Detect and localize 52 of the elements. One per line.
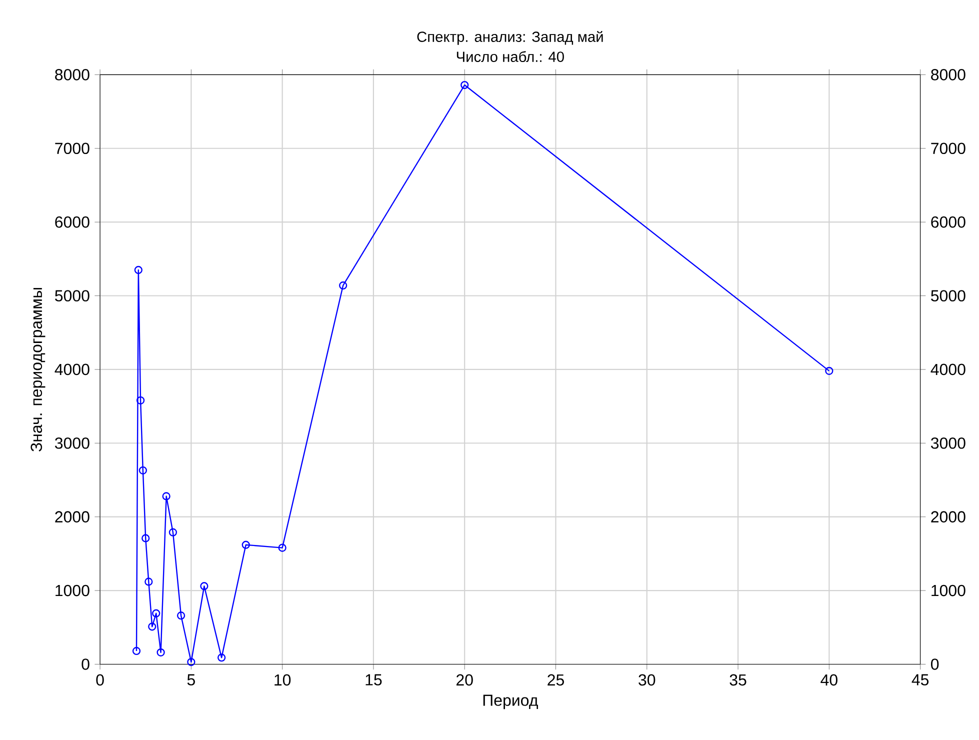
point: [162, 492, 170, 500]
y-tick-label: 5000: [55, 290, 90, 302]
point: [217, 653, 226, 662]
point: [278, 544, 286, 552]
y2-tick-label: 0: [931, 658, 939, 670]
y2-tick-label: 6000: [931, 216, 966, 228]
chart-title: Спектр. анализ: Запад май: [417, 30, 603, 45]
point: [187, 658, 196, 666]
y-tick-label: 3000: [54, 437, 90, 449]
point: [152, 609, 160, 618]
y2-tick-label: 2000: [931, 511, 966, 522]
y-tick-label: 6000: [55, 216, 90, 228]
point: [144, 577, 153, 586]
x-tick-label: 0: [96, 674, 104, 686]
y-tick-label: 4000: [54, 364, 90, 375]
y2-tick-label: 8000: [931, 68, 966, 80]
point: [142, 534, 150, 542]
x-tick-label: 15: [366, 674, 382, 686]
point: [200, 582, 208, 590]
y-tick-label: 2000: [55, 511, 90, 522]
y2-tick-label: 4000: [930, 364, 966, 375]
point: [460, 80, 469, 89]
point: [242, 540, 250, 549]
y2-tick-label: 1000: [932, 584, 966, 596]
point: [176, 611, 186, 620]
point: [148, 622, 156, 631]
point: [339, 281, 348, 290]
point: [136, 396, 145, 404]
x-tick-label: 40: [820, 674, 838, 686]
y-tick-label: 7000: [55, 142, 90, 154]
y-tick-label: 8000: [55, 68, 90, 80]
x-tick-label: 20: [456, 674, 473, 686]
point: [168, 528, 178, 536]
x-axis-title: Период: [483, 694, 538, 709]
y2-tick-label: 3000: [930, 437, 966, 449]
point: [825, 366, 834, 375]
y-tick-label: 0: [82, 658, 90, 670]
y-tick-label: 1000: [56, 584, 90, 596]
point: [156, 648, 165, 656]
chart-subtitle: Число набл.: 40: [456, 50, 564, 62]
x-tick-label: 45: [912, 674, 929, 686]
x-tick-label: 25: [548, 674, 564, 686]
x-tick-label: 35: [730, 674, 746, 686]
x-tick-label: 10: [274, 674, 291, 686]
y2-tick-label: 5000: [931, 290, 966, 302]
y2-tick-label: 7000: [931, 142, 966, 154]
point: [132, 646, 141, 655]
x-tick-label: 30: [638, 674, 656, 686]
y-axis-title: Знач. периодограммы: [30, 288, 46, 452]
point: [138, 466, 147, 474]
point: [134, 266, 142, 274]
x-tick-label: 5: [187, 674, 195, 686]
